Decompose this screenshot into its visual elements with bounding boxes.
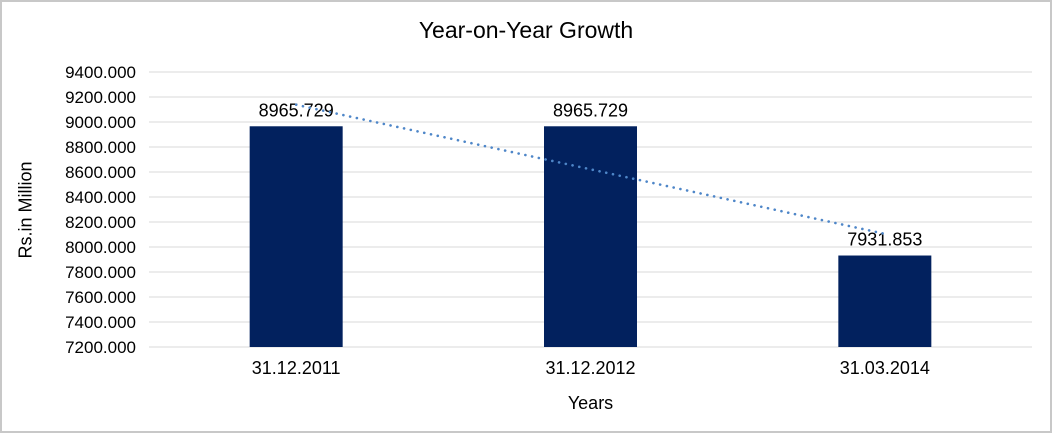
bar [544, 126, 637, 347]
y-tick-label: 7800.000 [65, 263, 136, 282]
x-category-label: 31.12.2011 [252, 358, 341, 378]
y-tick-label: 7200.000 [65, 338, 136, 357]
y-tick-label: 7600.000 [65, 288, 136, 307]
bar-data-label: 7931.853 [847, 230, 922, 250]
y-tick-label: 8600.000 [65, 163, 136, 182]
chart-title: Year-on-Year Growth [418, 17, 634, 43]
y-tick-label: 8800.000 [65, 138, 136, 157]
x-category-label: 31.03.2014 [840, 358, 930, 378]
x-category-label: 31.12.2012 [545, 358, 635, 378]
x-axis-title: Years [567, 393, 614, 413]
y-tick-label: 8000.000 [65, 238, 136, 257]
y-tick-label: 8400.000 [65, 188, 136, 207]
y-tick-label: 9200.000 [65, 88, 136, 107]
y-tick-label: 7400.000 [65, 313, 136, 332]
bar [249, 126, 343, 347]
bar-data-label: 8965.729 [259, 100, 334, 120]
y-tick-label: 9400.000 [65, 63, 136, 82]
bar [838, 255, 932, 347]
y-tick-label: 9000.000 [65, 113, 136, 132]
bar-data-label: 8965.729 [553, 100, 628, 120]
y-tick-label: 8200.000 [65, 213, 136, 232]
